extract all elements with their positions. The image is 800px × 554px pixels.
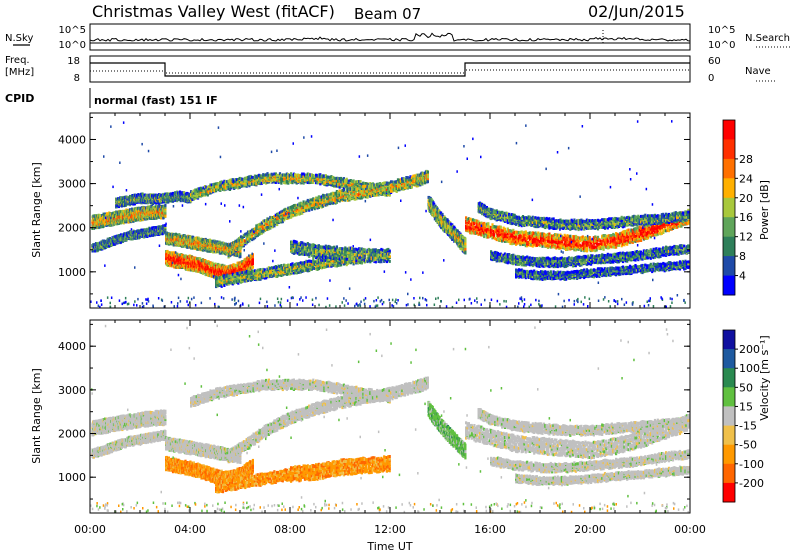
nsearch-tick-high: 10^5 xyxy=(708,25,735,36)
scatter-cell xyxy=(164,204,166,207)
freq-frame xyxy=(90,56,690,82)
scatter-cell xyxy=(239,255,241,258)
scatter-cell xyxy=(252,266,254,269)
radar-summary-plot: Christmas Valley West (fitACF) Beam 07 0… xyxy=(0,0,800,554)
nsearch-label: N.Search xyxy=(745,33,790,44)
freq-unit-label: [MHz] xyxy=(5,67,34,78)
nave-tick-high: 60 xyxy=(708,56,721,67)
nsky-frame xyxy=(90,24,690,50)
nsky-tick-high: 10^5 xyxy=(59,25,86,36)
nsky-label: N.Sky xyxy=(5,33,33,44)
nsky-trace-line xyxy=(90,33,690,41)
cpid-label: CPID xyxy=(5,92,34,105)
nsearch-tick-low: 10^0 xyxy=(708,40,735,51)
freq-trace xyxy=(90,63,690,76)
nsky-tick-low: 10^0 xyxy=(59,40,86,51)
freq-tick-high: 18 xyxy=(67,56,80,67)
nave-trace xyxy=(90,70,690,73)
beam-title: Beam 07 xyxy=(354,5,421,23)
nave-tick-low: 0 xyxy=(708,73,714,84)
scatter-cell xyxy=(239,252,241,255)
freq-tick-low: 8 xyxy=(74,73,80,84)
power-scatter-bands xyxy=(91,170,689,288)
scatter-cell xyxy=(252,260,254,263)
freq-panel: 18 8 60 0 Freq. [MHz] Nave xyxy=(5,55,776,84)
freq-label: Freq. xyxy=(5,55,30,66)
cpid-value: normal (fast) 151 IF xyxy=(94,94,218,107)
nave-label: Nave xyxy=(745,66,771,77)
nsky-trace xyxy=(90,30,690,43)
station-title: Christmas Valley West (fitACF) xyxy=(92,2,335,21)
date-title: 02/Jun/2015 xyxy=(588,2,685,21)
nsky-panel: 10^5 10^0 10^5 10^0 N.Sky N.Search xyxy=(5,24,790,51)
